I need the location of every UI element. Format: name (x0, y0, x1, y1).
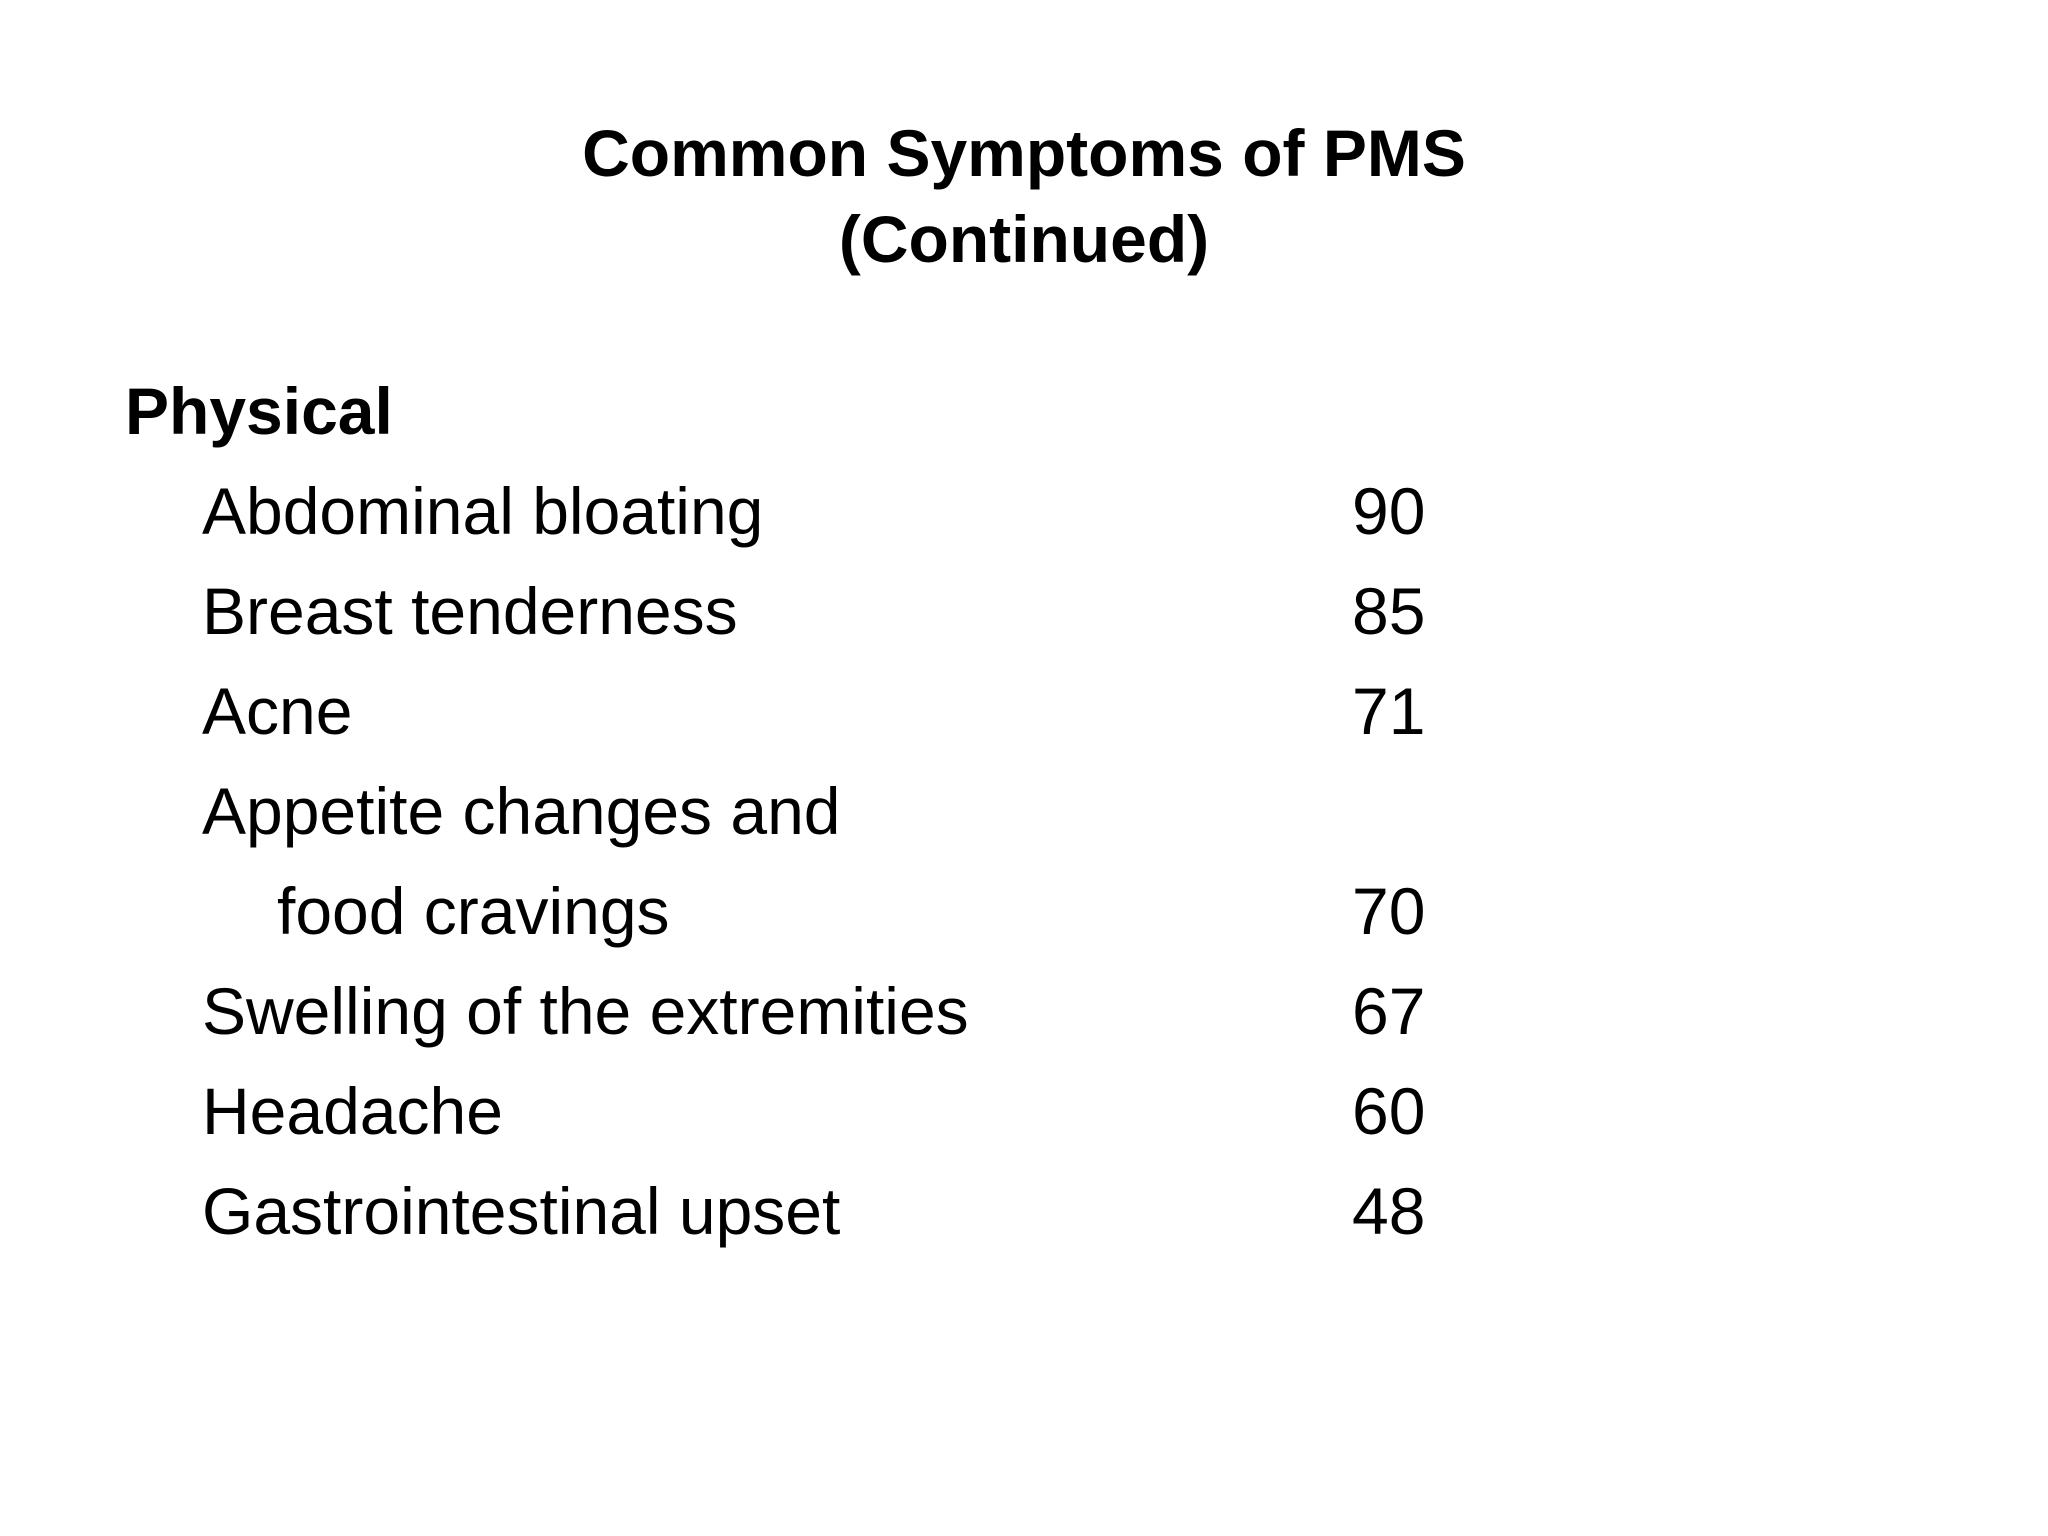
symptom-label: Headache (202, 1074, 503, 1148)
symptom-row: Abdominal bloating 90 (0, 461, 2048, 561)
symptom-row: Headache 60 (0, 1061, 2048, 1161)
symptom-row: Breast tenderness 85 (0, 561, 2048, 661)
symptom-value: 67 (1352, 974, 1426, 1048)
slide-title: Common Symptoms of PMS (Continued) (0, 110, 2048, 282)
symptom-label: food cravings (277, 874, 670, 948)
symptom-label: Abdominal bloating (202, 474, 764, 548)
symptom-value: 60 (1352, 1074, 1426, 1148)
slide-title-line-2: (Continued) (838, 202, 1210, 276)
symptom-value: 70 (1352, 874, 1426, 948)
symptom-row: Gastrointestinal upset 48 (0, 1161, 2048, 1261)
symptom-value: 85 (1352, 574, 1426, 648)
symptom-label: Gastrointestinal upset (202, 1174, 841, 1248)
symptom-row: Appetite changes and (0, 761, 2048, 861)
symptom-value: 90 (1352, 474, 1426, 548)
symptom-row: Acne 71 (0, 661, 2048, 761)
symptom-label: Appetite changes and (202, 774, 841, 848)
section-heading-physical: Physical (125, 374, 393, 448)
symptom-label: Acne (202, 674, 353, 748)
symptom-row: food cravings 70 (0, 861, 2048, 961)
symptom-row: Swelling of the extremities 67 (0, 961, 2048, 1061)
symptom-value: 71 (1352, 674, 1426, 748)
symptom-label: Swelling of the extremities (202, 974, 969, 1048)
symptom-list: Physical Abdominal bloating 90 Breast te… (0, 361, 2048, 1261)
slide-title-line-1: Common Symptoms of PMS (582, 116, 1466, 190)
symptom-label: Breast tenderness (202, 574, 738, 648)
symptom-value: 48 (1352, 1174, 1426, 1248)
